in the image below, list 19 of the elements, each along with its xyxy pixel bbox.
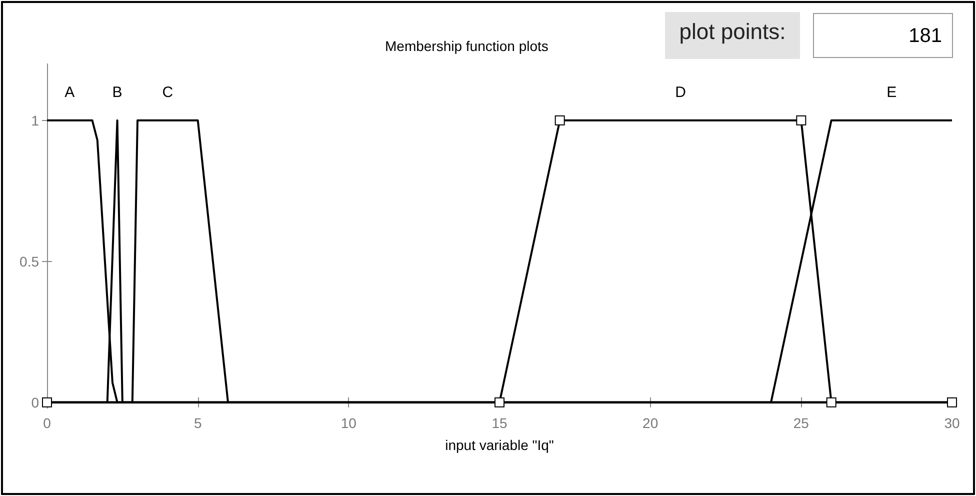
x-axis-title: input variable "Iq" bbox=[445, 437, 554, 453]
series-label: B bbox=[112, 84, 122, 101]
x-tick-label: 20 bbox=[642, 415, 658, 431]
series-label: A bbox=[64, 84, 75, 101]
series-label: E bbox=[886, 84, 897, 101]
y-tick-label: 1 bbox=[31, 112, 40, 128]
x-tick-label: 0 bbox=[43, 415, 52, 431]
chart-title: Membership function plots bbox=[385, 38, 548, 54]
x-tick-label: 25 bbox=[793, 415, 810, 431]
x-tick-label: 15 bbox=[492, 415, 508, 431]
y-tick-label: 0.5 bbox=[20, 253, 40, 270]
x-tick-label: 5 bbox=[194, 415, 202, 431]
x-tick-label: 30 bbox=[944, 415, 960, 431]
series-label: C bbox=[162, 84, 174, 101]
text: plot points: bbox=[665, 12, 800, 59]
series-label: D bbox=[675, 84, 686, 101]
y-tick-label: 0 bbox=[31, 394, 40, 410]
text-field: 181 bbox=[813, 13, 953, 58]
x-tick-label: 10 bbox=[340, 415, 357, 431]
